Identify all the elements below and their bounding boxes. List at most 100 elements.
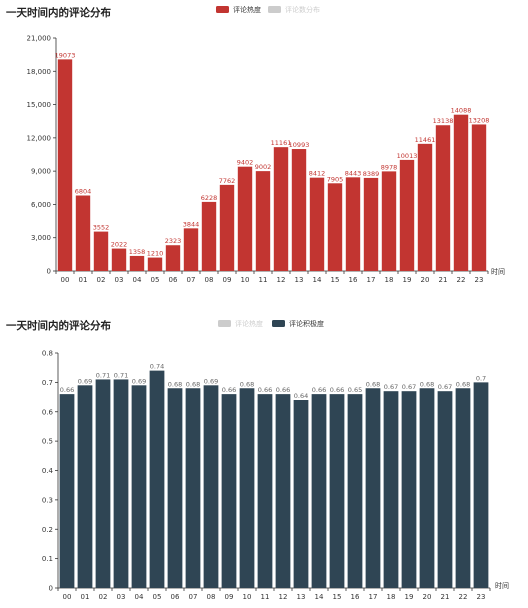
chart-2-title: 一天时间内的评论分布: [6, 319, 111, 332]
chart-1-data-label-10: 9402: [237, 159, 254, 167]
chart-1-data-label-19: 10013: [397, 152, 418, 160]
chart-2-bar-20[interactable]: [419, 388, 435, 588]
chart-1-bar-10[interactable]: [237, 166, 253, 271]
chart-2-bar-19[interactable]: [401, 391, 417, 588]
chart-1-data-label-01: 6804: [75, 188, 92, 196]
chart-2-legend-swatch-1[interactable]: [272, 320, 285, 327]
chart-1-x-tick-label: 11: [259, 276, 268, 284]
chart-2-bar-11[interactable]: [257, 394, 273, 588]
chart-1-bar-16[interactable]: [345, 177, 361, 271]
chart-1-data-label-07: 3844: [183, 220, 200, 228]
chart-2-legend-label-0[interactable]: 评论热度: [235, 319, 263, 328]
chart-1-bar-09[interactable]: [219, 184, 235, 271]
chart-2-data-label-01: 0.69: [78, 377, 92, 385]
chart-2-bar-08[interactable]: [203, 385, 219, 588]
chart-2-y-tick-label: 0: [49, 585, 53, 593]
chart-1-bar-08[interactable]: [201, 201, 217, 271]
chart-2-data-label-10: 0.68: [240, 380, 254, 388]
chart-2-bar-05[interactable]: [149, 370, 165, 588]
chart-2-legend-swatch-0[interactable]: [218, 320, 231, 327]
chart-1-bar-17[interactable]: [363, 177, 379, 271]
chart-1-bar-06[interactable]: [165, 245, 181, 271]
chart-2-bar-21[interactable]: [437, 391, 453, 588]
chart-2-x-tick-label: 11: [261, 593, 270, 601]
chart-1-bar-02[interactable]: [93, 231, 109, 271]
chart-2-bar-12[interactable]: [275, 394, 291, 588]
chart-1-bar-05[interactable]: [147, 257, 163, 271]
chart-2-bar-14[interactable]: [311, 394, 327, 588]
chart-2-bar-18[interactable]: [383, 391, 399, 588]
chart-2-bar-23[interactable]: [473, 382, 489, 588]
chart-2-x-axis: 00 01 02 03 04 05 06 07 08 09 10 11 12 13 14 15 16 17 18 19…: [57, 587, 491, 601]
chart-1-bar-11[interactable]: [255, 171, 271, 271]
chart-1-bar-04[interactable]: [129, 255, 145, 271]
chart-2-bar-22[interactable]: [455, 388, 471, 588]
chart-1-legend-label-0[interactable]: 评论热度: [233, 5, 261, 14]
chart-1-x-tick-label: 10: [241, 276, 250, 284]
chart-2-x-tick-label: 08: [207, 593, 216, 601]
chart-2-data-label-07: 0.68: [186, 380, 200, 388]
chart-1-x-tick-label: 06: [169, 276, 178, 284]
chart-2-bar-07[interactable]: [185, 388, 201, 588]
chart-2-x-tick-label: 01: [81, 593, 90, 601]
chart-2-y-tick-label: 0.6: [42, 408, 54, 416]
chart-2-bar-09[interactable]: [221, 394, 237, 588]
chart-1-x-tick-label: 03: [115, 276, 124, 284]
chart-2-data-label-11: 0.66: [258, 386, 272, 394]
chart-2-bar-00[interactable]: [59, 394, 75, 588]
chart-2-data-label-00: 0.66: [60, 386, 74, 394]
chart-2-bar-13[interactable]: [293, 400, 309, 588]
chart-1-y-tick-label: 0: [47, 268, 51, 276]
chart-1-y-tick-label: 6,000: [31, 201, 51, 209]
chart-1: 一天时间内的评论分布 评论热度 评论数分布 0 3,000 6,000 9,000 12…: [6, 5, 505, 284]
chart-1-legend-swatch-0[interactable]: [216, 6, 229, 13]
chart-1-legend-swatch-1[interactable]: [268, 6, 281, 13]
chart-1-data-label-04: 1358: [129, 248, 146, 256]
chart-2-bar-16[interactable]: [347, 394, 363, 588]
chart-2-bar-01[interactable]: [77, 385, 93, 588]
chart-2-bar-17[interactable]: [365, 388, 381, 588]
chart-1-bar-19[interactable]: [399, 159, 415, 271]
chart-1-bar-03[interactable]: [111, 248, 127, 271]
chart-2-bar-04[interactable]: [131, 385, 147, 588]
chart-2-data-label-14: 0.66: [312, 386, 326, 394]
chart-1-bar-13[interactable]: [291, 149, 307, 271]
chart-1-x-tick-label: 02: [97, 276, 106, 284]
chart-1-bar-22[interactable]: [453, 114, 469, 272]
chart-1-bar-12[interactable]: [273, 147, 289, 271]
chart-2-bar-06[interactable]: [167, 388, 183, 588]
chart-1-bar-23[interactable]: [471, 124, 487, 271]
chart-1-bar-15[interactable]: [327, 183, 343, 271]
chart-1-x-tick-label: 16: [349, 276, 358, 284]
chart-1-bar-20[interactable]: [417, 143, 433, 271]
chart-2-data-label-12: 0.66: [276, 386, 290, 394]
chart-1-data-label-06: 2323: [165, 237, 182, 245]
chart-2-bar-03[interactable]: [113, 379, 129, 588]
chart-2-x-tick-label: 12: [279, 593, 288, 601]
chart-1-legend-label-1[interactable]: 评论数分布: [285, 5, 320, 14]
chart-2-data-label-05: 0.74: [150, 363, 164, 371]
chart-2-bar-15[interactable]: [329, 394, 345, 588]
chart-1-x-tick-label: 12: [277, 276, 286, 284]
chart-1-data-label-17: 8389: [363, 170, 380, 178]
chart-1-bar-07[interactable]: [183, 228, 199, 271]
chart-1-bar-18[interactable]: [381, 171, 397, 271]
chart-1-bar-14[interactable]: [309, 177, 325, 271]
chart-2: 一天时间内的评论分布 评论热度 评论积极度 0 0.1 0.2 0.3 0.4 0.5 0.…: [6, 319, 509, 601]
chart-2-bar-02[interactable]: [95, 379, 111, 588]
chart-1-x-tick-label: 17: [367, 276, 376, 284]
chart-1-bar-00[interactable]: [57, 59, 73, 271]
chart-2-x-tick-label: 07: [189, 593, 198, 601]
chart-2-x-tick-label: 10: [243, 593, 252, 601]
chart-2-data-label-06: 0.68: [168, 380, 182, 388]
chart-1-bar-21[interactable]: [435, 125, 451, 271]
chart-1-bar-01[interactable]: [75, 195, 91, 271]
chart-1-data-label-14: 8412: [309, 170, 326, 178]
chart-2-x-tick-label: 15: [333, 593, 342, 601]
chart-2-x-tick-label: 19: [405, 593, 414, 601]
chart-2-legend-label-1[interactable]: 评论积极度: [289, 319, 324, 328]
chart-2-bar-10[interactable]: [239, 388, 255, 588]
chart-2-data-label-18: 0.67: [384, 383, 398, 391]
chart-1-data-label-02: 3552: [93, 224, 110, 232]
chart-2-data-label-20: 0.68: [420, 380, 434, 388]
